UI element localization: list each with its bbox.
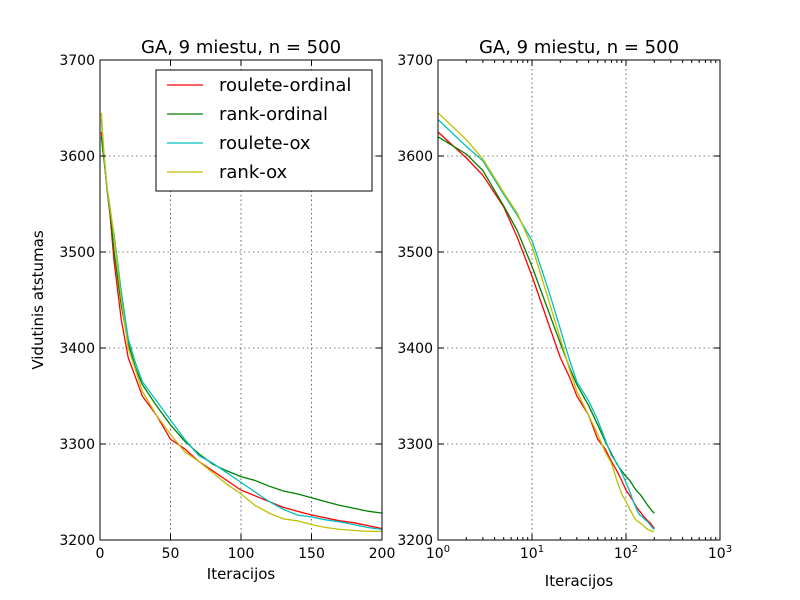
right-series-line-2 (437, 136, 655, 514)
left-series (100, 112, 383, 533)
left-x-tick-label: 150 (298, 546, 325, 562)
legend-label: rank-ordinal (219, 104, 328, 125)
right-x-axis-label: Iteracijos (545, 572, 614, 590)
left-plot: 3200 3300 3400 3500 3600 3700 0 50 100 150 200 GA,… (29, 37, 395, 583)
right-y-tick-label: 3400 (397, 341, 433, 357)
left-x-tick-label: 100 (228, 546, 255, 562)
right-x-tick-label: 101 (520, 544, 544, 562)
right-plot: 3200 3300 3400 3500 3600 3700 100 101 102 103 GA,… (397, 37, 732, 590)
right-series-line-4 (437, 112, 655, 533)
left-x-tick-label: 50 (162, 546, 180, 562)
right-ticks: 3200 3300 3400 3500 3600 3700 100 101 102 103 (397, 53, 732, 562)
right-x-tick-label: 102 (614, 544, 638, 562)
right-x-tick-label: 100 (426, 544, 450, 562)
right-gridlines (438, 60, 720, 540)
right-series (437, 112, 655, 533)
left-y-tick-label: 3600 (59, 149, 95, 165)
right-y-tick-label: 3300 (397, 437, 433, 453)
right-y-tick-label: 3700 (397, 53, 433, 69)
legend-label: rank-ox (219, 162, 288, 183)
legend-label: roulete-ox (219, 133, 311, 154)
left-x-axis-label: Iteracijos (207, 565, 276, 583)
left-y-tick-label: 3200 (59, 533, 95, 549)
left-y-tick-label: 3500 (59, 245, 95, 261)
left-x-tick-label: 200 (369, 546, 396, 562)
right-y-tick-label: 3500 (397, 245, 433, 261)
left-ticks: 3200 3300 3400 3500 3600 3700 0 50 100 150 200 (59, 53, 395, 562)
left-y-tick-label: 3300 (59, 437, 95, 453)
right-y-tick-label: 3200 (397, 533, 433, 549)
right-plot-frame (437, 59, 721, 541)
legend-box (155, 69, 373, 192)
left-x-tick-label: 0 (96, 546, 105, 562)
right-series-line-1 (437, 131, 655, 529)
left-chart-title: GA, 9 miestu, n = 500 (141, 37, 341, 58)
right-chart-title: GA, 9 miestu, n = 500 (479, 37, 679, 58)
left-series-line-4 (100, 112, 382, 533)
legend: roulete-ordinal rank-ordinal roulete-ox ran… (155, 69, 373, 192)
right-x-tick-label: 103 (708, 544, 732, 562)
left-series-line-2 (100, 136, 383, 514)
legend-label: roulete-ordinal (219, 75, 351, 96)
right-y-tick-label: 3600 (397, 149, 433, 165)
left-y-axis-label: Vidutinis atstumas (29, 230, 47, 370)
left-y-tick-label: 3700 (59, 53, 95, 69)
left-y-tick-label: 3400 (59, 341, 95, 357)
